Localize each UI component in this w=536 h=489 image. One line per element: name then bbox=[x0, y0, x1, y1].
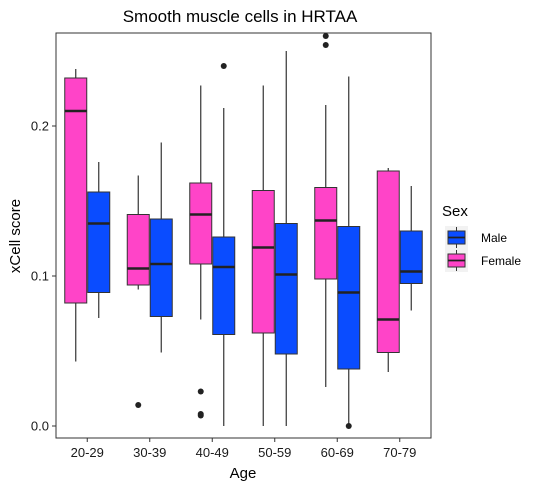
box-female-50-59 bbox=[251, 85, 275, 426]
x-tick-label: 40-49 bbox=[196, 445, 229, 460]
box-body bbox=[314, 187, 338, 280]
box-body bbox=[337, 226, 361, 370]
box-body bbox=[376, 170, 400, 353]
y-axis-title: xCell score bbox=[7, 199, 24, 273]
box-male-30-39 bbox=[149, 142, 173, 353]
outlier-point bbox=[345, 423, 352, 429]
outlier-point bbox=[197, 388, 204, 395]
y-tick-label: 0.2 bbox=[31, 119, 49, 134]
y-tick-label: 0.1 bbox=[31, 269, 49, 284]
chart-title: Smooth muscle cells in HRTAA bbox=[123, 7, 358, 26]
x-axis: 20-29 30-39 40-49 50-59 60-69 70-79 bbox=[71, 438, 416, 460]
box-male-20-29 bbox=[87, 162, 111, 318]
outlier-point bbox=[322, 33, 329, 39]
box-body bbox=[126, 214, 150, 286]
box-female-70-79 bbox=[376, 168, 400, 372]
x-axis-title: Age bbox=[230, 465, 257, 482]
box-female-40-49 bbox=[189, 85, 213, 419]
legend-title: Sex bbox=[442, 203, 468, 220]
outlier-point bbox=[322, 42, 329, 48]
box-body bbox=[212, 236, 236, 335]
box-body bbox=[87, 191, 111, 293]
outlier-point bbox=[135, 402, 142, 408]
box-female-60-69 bbox=[314, 33, 338, 387]
legend-entry-male: Male bbox=[445, 226, 507, 249]
outlier-point bbox=[197, 412, 204, 419]
box-body bbox=[189, 182, 213, 265]
y-axis: 0.0 0.1 0.2 bbox=[31, 119, 56, 434]
legend-keys: Male Female bbox=[445, 226, 521, 272]
box-body bbox=[149, 218, 173, 317]
outlier-point bbox=[220, 63, 227, 69]
x-tick-label: 70-79 bbox=[383, 445, 416, 460]
box-body bbox=[399, 230, 423, 284]
legend: Sex Male Female bbox=[442, 203, 521, 272]
legend-label: Female bbox=[481, 254, 521, 268]
legend-label: Male bbox=[481, 231, 507, 245]
plot-panel bbox=[55, 32, 432, 439]
box-male-40-49 bbox=[212, 63, 236, 426]
box-male-50-59 bbox=[274, 51, 298, 426]
x-tick-label: 30-39 bbox=[133, 445, 166, 460]
x-tick-label: 20-29 bbox=[71, 445, 104, 460]
x-tick-label: 50-59 bbox=[258, 445, 291, 460]
box-male-70-79 bbox=[399, 186, 423, 311]
box-female-20-29 bbox=[64, 69, 88, 362]
plot-marks bbox=[64, 33, 423, 429]
x-tick-label: 60-69 bbox=[321, 445, 354, 460]
box-male-60-69 bbox=[337, 76, 361, 429]
box-female-30-39 bbox=[126, 175, 150, 408]
legend-entry-female: Female bbox=[445, 249, 521, 272]
box-body bbox=[251, 190, 275, 334]
y-tick-label: 0.0 bbox=[31, 419, 49, 434]
box-body bbox=[64, 77, 88, 304]
box-body bbox=[274, 223, 298, 355]
